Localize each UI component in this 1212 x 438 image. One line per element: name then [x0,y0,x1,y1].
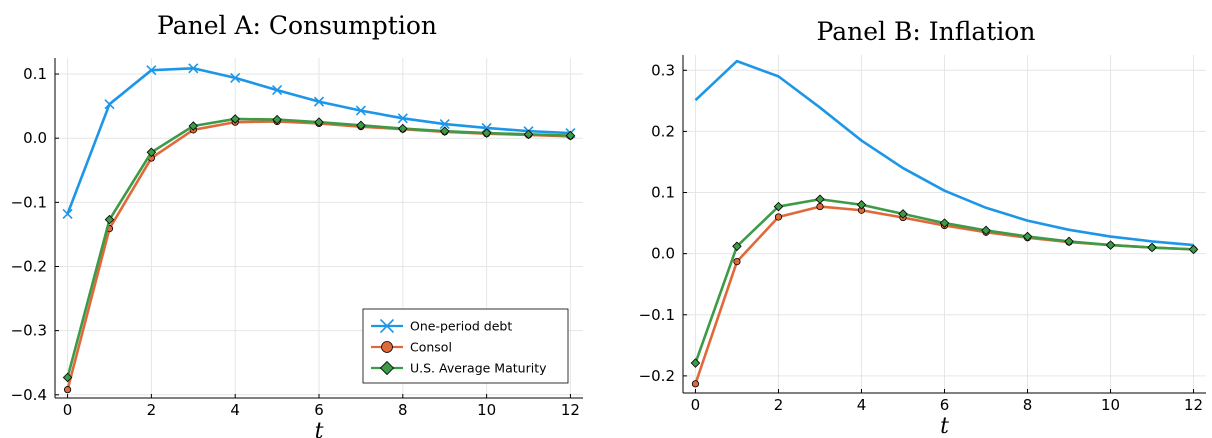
y-tick-label: −0.1 [639,306,675,324]
x-axis-label: t [940,414,949,438]
data-point [355,105,366,116]
data-point [1147,242,1157,253]
x-tick-label: 2 [147,401,157,419]
legend-entry: U.S. Average Maturity [371,361,547,376]
series-one-period [62,63,576,219]
y-tick-label: −0.3 [11,322,47,340]
data-point [272,114,282,125]
data-point [815,194,825,205]
x-tick-label: 6 [940,396,950,414]
series-line [694,59,1194,247]
data-point [272,85,283,96]
data-point [188,63,199,74]
legend-entry: One-period debt [371,319,512,334]
legend-marker [381,341,393,353]
data-point [397,113,408,124]
data-point [565,130,576,141]
data-point [481,128,492,138]
x-tick-label: 0 [63,401,73,419]
data-point [939,218,950,228]
x-tick-label: 4 [857,396,867,414]
x-axis-label: t [315,419,324,438]
data-point [733,257,741,266]
y-tick-label: 0.2 [651,122,675,140]
data-point [1022,231,1033,242]
data-point [774,213,783,221]
legend: One-period debt Consol U.S. Average Maturi… [362,308,569,384]
x-tick-label: 8 [1023,396,1033,414]
data-point [439,119,450,130]
data-point [1064,236,1074,247]
data-point [104,99,115,110]
data-point [230,114,240,124]
data-point [691,380,700,388]
x-tick-label: 12 [1184,396,1203,414]
data-point [62,372,73,383]
series-one-period [694,59,1194,247]
x-tick-label: 10 [1101,396,1120,414]
data-point [230,72,241,83]
data-point [981,225,991,236]
x-tick-label: 10 [477,401,496,419]
x-tick-label: 12 [561,401,580,419]
data-point [63,386,72,394]
legend-marker [379,318,395,334]
data-point [313,96,325,107]
data-point [439,126,450,136]
data-point [816,202,824,211]
x-tick-label: 6 [314,401,324,419]
y-tick-label: −0.2 [11,257,47,275]
data-point [690,358,701,368]
data-point [188,121,199,131]
data-point [898,209,908,219]
y-tick-label: 0.0 [651,245,675,263]
y-tick-label: 0.1 [23,65,47,83]
y-tick-label: −0.1 [11,193,47,211]
data-point [62,208,73,219]
data-point [146,65,157,76]
data-point [523,129,534,140]
data-point [773,201,784,212]
data-point [356,120,366,131]
data-point [104,214,115,225]
chart-title: Panel A: Consumption [157,11,437,40]
legend-label: One-period debt [410,319,512,334]
x-tick-label: 0 [691,396,701,414]
panel-a-consumption: 0 2 4 6 8 10 12 −0.4 −0.3 −0.2 −0.1 0.0 0.1 Panel A: … [11,11,583,438]
data-point [146,147,157,158]
x-tick-label: 2 [774,396,784,414]
data-point [1188,244,1199,255]
data-point [314,117,324,127]
panel-b-inflation: 0 2 4 6 8 10 12 −0.2 −0.1 0.0 0.1 0.2 0.3 Panel B: In… [639,17,1206,438]
series-us-avg [62,114,576,383]
x-tick-label: 8 [398,401,408,419]
data-point [481,122,492,133]
legend-label: Consol [410,340,452,355]
chart-title: Panel B: Inflation [817,17,1036,46]
y-tick-label: −0.2 [639,367,675,385]
legend-entry: Consol [371,340,452,355]
legend-marker [379,360,395,376]
data-point [732,241,742,252]
x-tick-label: 4 [230,401,240,419]
y-tick-label: 0.1 [651,184,675,202]
legend-label: U.S. Average Maturity [410,361,547,376]
data-point [398,123,408,134]
series-us-avg [690,194,1199,368]
y-tick-label: −0.4 [11,386,47,404]
data-point [1105,240,1116,250]
y-tick-label: 0.0 [23,129,47,147]
data-point [856,199,867,210]
y-tick-label: 0.3 [651,61,675,79]
